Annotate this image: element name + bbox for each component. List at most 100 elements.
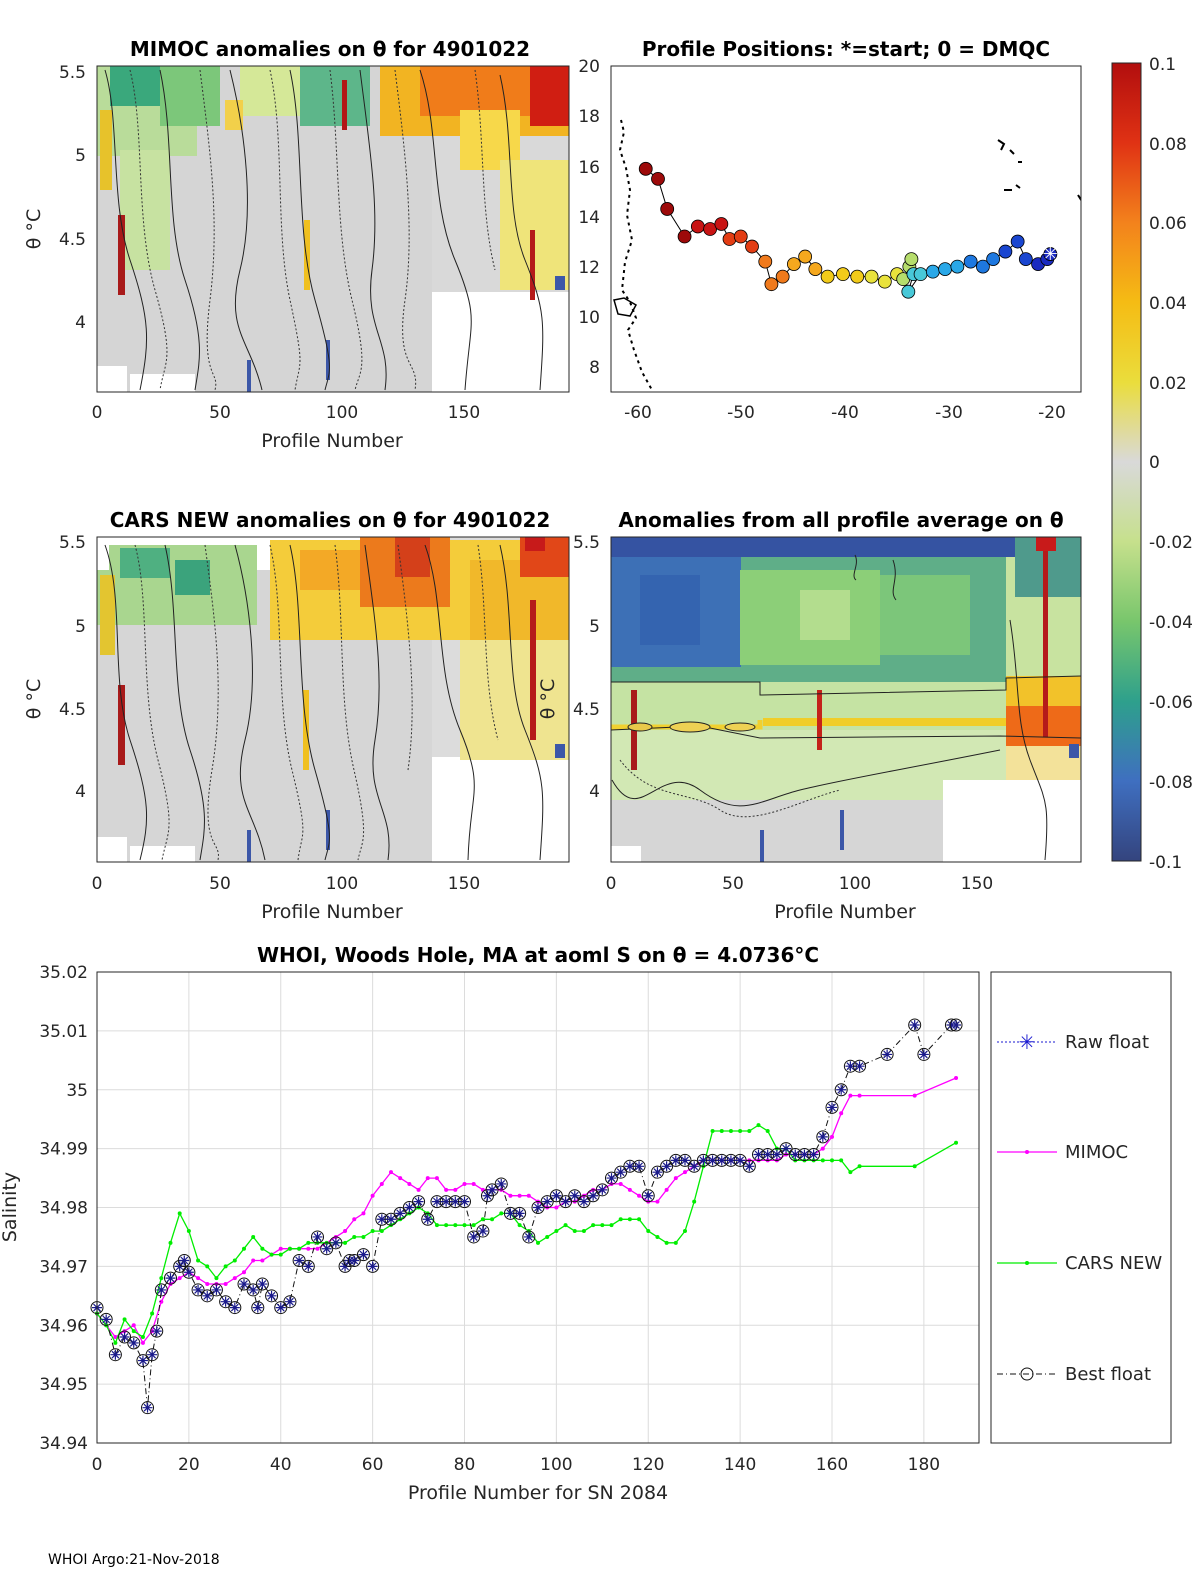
best-float-point xyxy=(834,1083,848,1097)
mimoc-point xyxy=(954,1075,959,1080)
profile-position-marker xyxy=(745,239,759,254)
best-float-point xyxy=(108,1348,122,1362)
best-float-point xyxy=(568,1189,582,1203)
avg-xtick-3: 100 xyxy=(839,874,871,894)
mimoc-point xyxy=(820,1146,825,1151)
raw-float-point xyxy=(340,1261,351,1272)
best-float-point xyxy=(742,1159,756,1173)
cars-new-point xyxy=(655,1234,660,1239)
raw-float-point xyxy=(239,1279,249,1290)
cars-new-point xyxy=(186,1229,191,1234)
colorbar: 0.1 0.08 0.06 0.04 0.02 0 -0.02 -0.04 -0… xyxy=(1111,55,1193,873)
mimoc-xtick-4: 150 xyxy=(448,403,480,423)
raw-float-point xyxy=(771,1149,782,1160)
best-float-point xyxy=(154,1283,168,1297)
raw-float-point xyxy=(817,1131,828,1142)
best-float-point xyxy=(127,1336,141,1350)
coastline xyxy=(613,119,1081,391)
profile-position-marker xyxy=(998,244,1013,259)
raw-float-point xyxy=(597,1184,608,1195)
mimoc-yticks: 5.5 5 4.5 4 xyxy=(59,63,86,333)
raw-float-point xyxy=(836,1084,847,1095)
cars-new-point xyxy=(857,1164,862,1169)
raw-float-point xyxy=(514,1208,525,1219)
positions-xtick-2: -50 xyxy=(727,403,755,423)
best-float-point xyxy=(595,1183,609,1197)
raw-float-point xyxy=(578,1196,589,1207)
raw-float-point xyxy=(542,1196,553,1207)
cars-new-point xyxy=(954,1140,959,1145)
salinity-xtick-label: 140 xyxy=(724,1455,756,1475)
raw-float-point xyxy=(422,1214,433,1225)
salinity-ytick-label: 35.02 xyxy=(39,963,88,983)
best-float-point xyxy=(246,1283,260,1297)
salinity-yticks: 35.02 35.01 35 34.99 34.98 34.97 34.96 34.95 34.… xyxy=(39,963,88,1454)
raw-float-point xyxy=(680,1155,690,1166)
raw-float-point xyxy=(551,1190,562,1201)
cars-new-point xyxy=(765,1128,770,1133)
cars-new-point xyxy=(517,1223,522,1228)
best-float-point xyxy=(182,1265,196,1279)
mimoc-point xyxy=(131,1323,136,1328)
cars-new-point xyxy=(434,1223,439,1228)
avg-field xyxy=(611,537,1081,862)
best-float-point xyxy=(255,1277,269,1291)
mimoc-point xyxy=(664,1187,669,1192)
cars-new-point xyxy=(664,1240,669,1245)
raw-float-point xyxy=(257,1279,268,1290)
raw-float-point xyxy=(183,1267,194,1278)
raw-float-point xyxy=(725,1155,736,1166)
profile-position-marker xyxy=(786,257,801,272)
start-star-icon: ✳ xyxy=(1043,244,1058,265)
raw-float-point xyxy=(615,1167,626,1178)
cars-new-point xyxy=(499,1211,504,1216)
cars-ytick-1: 5.5 xyxy=(59,533,86,553)
float-track: ✳ xyxy=(638,161,1058,299)
positions-ytick-1: 20 xyxy=(578,57,600,77)
best-float-point xyxy=(476,1224,490,1238)
raw-float-point xyxy=(431,1196,442,1207)
raw-float-point xyxy=(496,1178,507,1189)
best-float-point xyxy=(650,1165,664,1179)
salinity-xtick-label: 80 xyxy=(454,1455,476,1475)
cars-new-point xyxy=(747,1128,752,1133)
raw-float-point xyxy=(790,1149,801,1160)
avg-xtick-2: 50 xyxy=(722,874,744,894)
raw-float-point xyxy=(643,1190,654,1201)
colorbar-ticks: 0.1 0.08 0.06 0.04 0.02 0 -0.02 -0.04 -0… xyxy=(1149,55,1193,873)
best-float-point xyxy=(577,1195,591,1209)
positions-ytick-2: 18 xyxy=(578,107,600,127)
raw-float-point xyxy=(266,1290,277,1301)
best-float-point xyxy=(733,1153,747,1167)
raw-float-point xyxy=(193,1284,204,1295)
colorbar-tick-11: -0.1 xyxy=(1149,853,1182,873)
mimoc-point xyxy=(177,1276,182,1281)
cars-xtick-1: 0 xyxy=(92,874,103,894)
best-float-point xyxy=(393,1206,407,1220)
legend-label-cars: CARS NEW xyxy=(1065,1253,1162,1274)
best-float-marker-icon xyxy=(1020,1367,1034,1381)
best-float-point xyxy=(825,1100,839,1114)
best-float-point xyxy=(549,1189,563,1203)
profile-position-marker xyxy=(913,267,928,282)
salinity-xtick-label: 20 xyxy=(178,1455,200,1475)
cars-ytick-2: 5 xyxy=(75,617,86,637)
avg-title: Anomalies from all profile average on θ xyxy=(618,508,1063,532)
avg-ylabel: θ °C xyxy=(537,679,559,719)
best-float-point xyxy=(853,1059,867,1073)
colorbar-tick-6: 0 xyxy=(1149,453,1160,473)
mimoc-point xyxy=(618,1181,623,1186)
mimoc-axes-frame xyxy=(96,65,570,393)
mimoc-point xyxy=(453,1187,458,1192)
salinity-ytick-label: 34.96 xyxy=(39,1316,88,1336)
raw-float-point xyxy=(707,1155,718,1166)
best-float-point xyxy=(136,1354,150,1368)
best-float-point xyxy=(880,1047,894,1061)
cars-new-point xyxy=(352,1234,357,1239)
raw-float-point xyxy=(441,1196,452,1207)
best-float-point xyxy=(356,1248,370,1262)
mimoc-title: MIMOC anomalies on θ for 4901022 xyxy=(130,37,530,61)
mimoc-point xyxy=(655,1199,660,1204)
cars-new-point xyxy=(343,1240,348,1245)
